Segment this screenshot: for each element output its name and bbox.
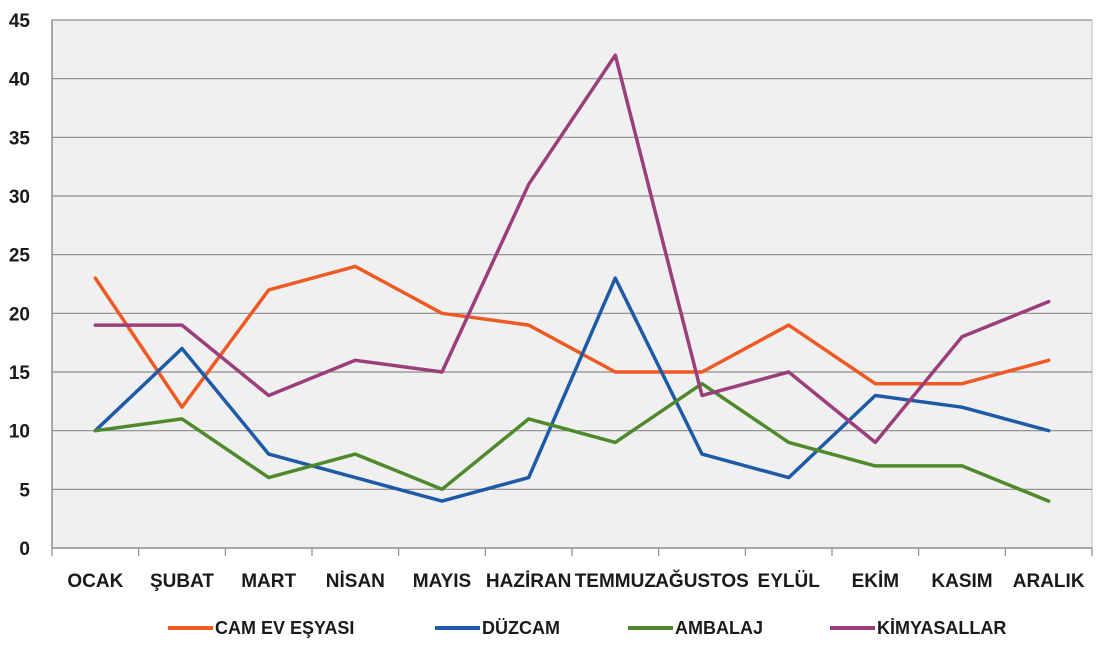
x-tick-label: EYLÜL	[758, 571, 821, 592]
y-tick-label: 20	[9, 304, 30, 325]
x-tick-label: HAZİRAN	[486, 571, 572, 592]
series-line-0	[93, 264, 1051, 409]
y-tick-label: 25	[9, 246, 31, 267]
series-line-1	[93, 276, 1051, 503]
x-tick-label: ŞUBAT	[150, 571, 214, 592]
x-tick-label: EKİM	[852, 571, 900, 592]
y-tick-label: 35	[9, 128, 31, 149]
series-line-2	[93, 381, 1051, 503]
y-tick-label: 0	[19, 539, 30, 560]
y-tick-label: 10	[9, 422, 30, 443]
x-tick-label: OCAK	[67, 571, 123, 592]
y-tick-label: 45	[9, 11, 31, 32]
y-axis: 0 5 10 15 20 25 30 35 40 45	[9, 11, 53, 560]
x-tick-label: TEMMUZ	[575, 571, 657, 592]
legend-label: CAM EV EŞYASI	[215, 618, 354, 638]
legend: CAM EV EŞYASI DÜZCAM AMBALAJ KİMYASALLAR	[168, 618, 1006, 638]
legend-label: AMBALAJ	[675, 618, 763, 638]
x-tick-label: MAYIS	[413, 571, 471, 592]
series-line-3	[93, 53, 1051, 445]
x-axis: OCAK ŞUBAT MART NİSAN MAYIS HAZİRAN TEMMUZ AĞUS…	[51, 547, 1093, 592]
gridlines	[52, 19, 1092, 490]
y-tick-label: 30	[9, 187, 30, 208]
y-tick-label: 40	[9, 70, 30, 91]
y-tick-label: 15	[9, 363, 31, 384]
x-tick-label: MART	[241, 571, 296, 592]
x-tick-label: KASIM	[931, 571, 992, 592]
series-lines	[93, 53, 1051, 503]
y-tick-label: 5	[19, 480, 30, 501]
x-tick-label: NİSAN	[326, 571, 385, 592]
x-tick-label: ARALIK	[1013, 571, 1085, 592]
legend-label: KİMYASALLAR	[877, 618, 1006, 638]
plot-area	[51, 19, 1093, 549]
legend-label: DÜZCAM	[482, 618, 560, 638]
x-tick-label: AĞUSTOS	[655, 570, 749, 592]
